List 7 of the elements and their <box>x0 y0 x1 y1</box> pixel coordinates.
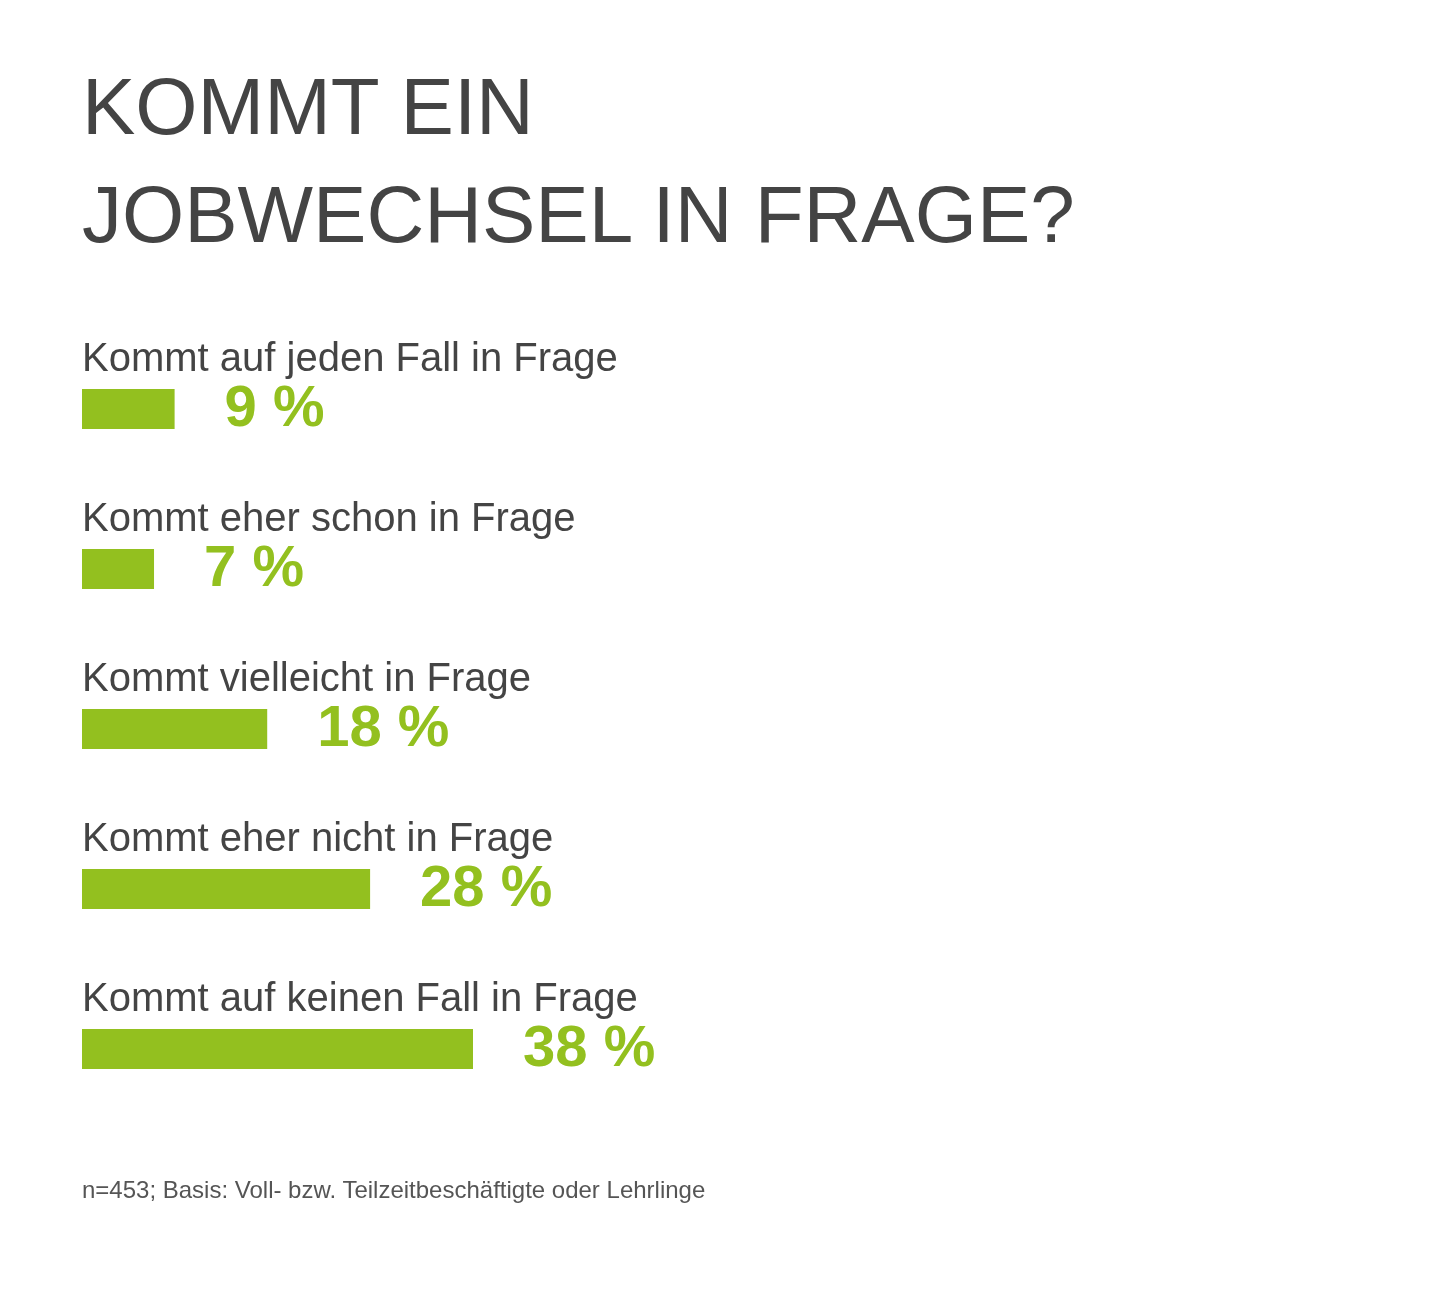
bar <box>82 1029 473 1069</box>
chart-title: KOMMT EIN JOBWECHSEL IN FRAGE? <box>82 62 1075 259</box>
bar <box>82 549 155 589</box>
text: n=453; Basis: Voll- bzw. Teilzeitbeschäftigte oder Lehrlinge <box>82 1176 706 1203</box>
bar <box>82 709 268 749</box>
bar <box>82 389 175 429</box>
bar <box>82 869 371 909</box>
